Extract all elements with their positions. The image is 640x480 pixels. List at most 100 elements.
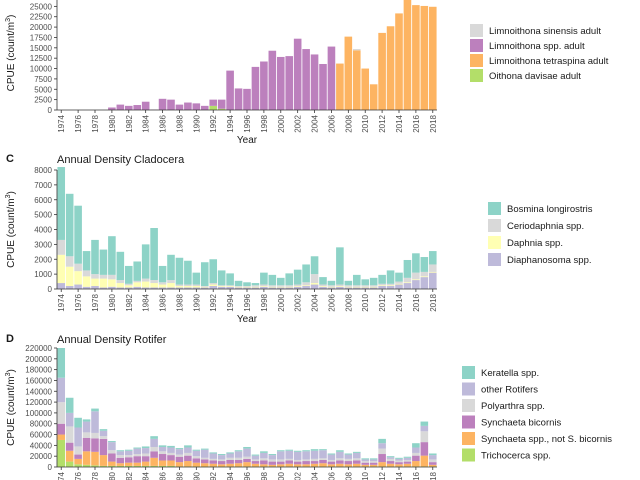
bar xyxy=(268,50,277,110)
bar xyxy=(74,458,82,465)
bar xyxy=(352,274,361,286)
bar xyxy=(319,449,327,451)
y-tick-label: 12500 xyxy=(30,54,53,63)
bar xyxy=(175,454,184,457)
bar xyxy=(158,446,167,452)
x-tick-label: 2012 xyxy=(378,114,387,132)
bar xyxy=(369,287,378,289)
bar xyxy=(412,279,420,281)
bar xyxy=(141,101,150,110)
bar xyxy=(310,461,319,464)
bar xyxy=(260,451,268,453)
x-axis-title: Year xyxy=(237,314,258,325)
y-tick-label: 4000 xyxy=(34,226,52,235)
bar xyxy=(403,456,412,458)
bar xyxy=(327,454,336,460)
bar xyxy=(209,463,218,467)
bar xyxy=(234,459,243,464)
bar xyxy=(369,464,378,467)
bar xyxy=(141,461,150,466)
x-tick-label: 2006 xyxy=(327,471,336,480)
bar xyxy=(243,448,251,457)
bar xyxy=(226,273,234,286)
bar xyxy=(285,273,294,286)
bar xyxy=(209,286,218,289)
bar xyxy=(133,261,142,281)
bar xyxy=(234,463,243,467)
bar xyxy=(386,457,395,459)
bar xyxy=(412,461,420,467)
bar xyxy=(285,287,294,289)
bar xyxy=(395,284,403,289)
bar xyxy=(412,5,420,110)
bar xyxy=(403,461,412,464)
bar xyxy=(217,464,226,467)
bar xyxy=(412,443,420,448)
bar xyxy=(395,13,403,110)
bar xyxy=(395,457,403,459)
bar xyxy=(285,56,294,110)
legend-label: Synchaeta bicornis xyxy=(481,418,562,429)
bar xyxy=(276,461,285,465)
x-tick-label: 2018 xyxy=(429,471,438,480)
bar xyxy=(302,451,310,460)
bar xyxy=(116,450,125,452)
bar xyxy=(192,462,201,467)
x-axis-title: Year xyxy=(237,135,258,146)
legend-label: Bosmina longirostris xyxy=(507,204,593,215)
bar xyxy=(260,464,268,467)
bar xyxy=(200,286,209,287)
legend-swatch xyxy=(462,382,475,396)
bar xyxy=(57,439,66,467)
bar xyxy=(133,456,142,463)
bar xyxy=(150,451,158,458)
bar xyxy=(124,450,133,456)
bar xyxy=(184,260,192,285)
bar xyxy=(327,285,336,287)
bar xyxy=(108,286,116,289)
bar xyxy=(310,54,319,110)
bar xyxy=(192,103,201,110)
bar xyxy=(150,457,158,466)
bar xyxy=(158,284,167,288)
bar xyxy=(302,264,310,283)
bar xyxy=(395,281,403,284)
legend-label: Synchaeta spp., not S. bicornis xyxy=(481,434,612,445)
x-tick-label: 1998 xyxy=(260,293,269,311)
bar xyxy=(226,457,234,460)
y-axis-title: CPUE (count/m3) xyxy=(5,15,17,92)
bar xyxy=(378,286,386,289)
bar xyxy=(141,465,150,467)
bar xyxy=(184,284,192,287)
legend-swatch xyxy=(488,202,501,215)
x-tick-label: 1986 xyxy=(159,114,168,132)
bar xyxy=(82,464,91,467)
bar xyxy=(116,451,125,456)
bar xyxy=(243,282,251,287)
x-tick-label: 1982 xyxy=(125,293,134,311)
bar xyxy=(99,274,108,279)
bar xyxy=(200,287,209,289)
bar xyxy=(395,458,403,461)
bar xyxy=(175,462,184,467)
bar xyxy=(302,49,310,110)
bar xyxy=(293,464,302,467)
bar xyxy=(428,271,437,273)
bar xyxy=(57,167,66,240)
x-tick-label: 2002 xyxy=(294,471,303,480)
bar xyxy=(141,456,150,462)
bar xyxy=(217,286,226,287)
bar xyxy=(74,446,82,455)
y-tick-label: 7000 xyxy=(34,181,52,190)
bar xyxy=(82,421,91,433)
y-axis-title-part: ) xyxy=(6,191,17,194)
bar xyxy=(91,432,99,439)
y-tick-label: 180000 xyxy=(25,366,52,375)
bar xyxy=(116,251,125,281)
bar xyxy=(57,377,66,403)
bar xyxy=(158,460,167,466)
bar xyxy=(293,286,302,289)
bar xyxy=(200,286,209,288)
y-tick-label: 60000 xyxy=(30,431,53,440)
bar xyxy=(234,451,243,458)
